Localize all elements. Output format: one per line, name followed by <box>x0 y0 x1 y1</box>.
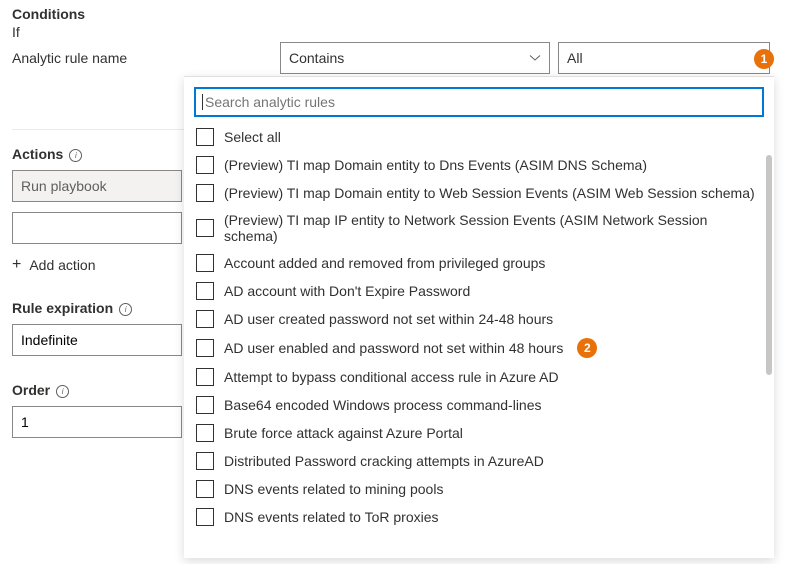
add-action-label: Add action <box>29 257 95 273</box>
expiration-input[interactable] <box>12 324 182 356</box>
list-item[interactable]: DNS events related to ToR proxies <box>184 503 774 531</box>
list-item-label: AD user created password not set within … <box>224 311 553 327</box>
info-icon[interactable]: i <box>69 149 82 162</box>
checkbox[interactable] <box>196 156 214 174</box>
rule-name-label: Analytic rule name <box>12 50 272 66</box>
list-item-label: Distributed Password cracking attempts i… <box>224 453 544 469</box>
list-item-label: (Preview) TI map IP entity to Network Se… <box>224 212 762 244</box>
checkbox[interactable] <box>196 219 214 237</box>
rules-dropdown-panel: Select all (Preview) TI map Domain entity… <box>184 76 774 558</box>
list-item-label: DNS events related to ToR proxies <box>224 509 439 525</box>
list-item[interactable]: Distributed Password cracking attempts i… <box>184 447 774 475</box>
scrollbar-thumb[interactable] <box>766 155 772 375</box>
checkbox[interactable] <box>196 424 214 442</box>
callout-marker-2: 2 <box>577 338 597 358</box>
list-item-label: Base64 encoded Windows process command-l… <box>224 397 542 413</box>
operator-select-value: Contains <box>289 50 344 66</box>
chevron-down-icon <box>529 52 541 64</box>
playbook-value-input[interactable] <box>12 212 182 244</box>
list-item[interactable]: AD user enabled and password not set wit… <box>184 333 774 363</box>
list-item[interactable]: AD user created password not set within … <box>184 305 774 333</box>
list-item-label: AD user enabled and password not set wit… <box>224 340 563 356</box>
list-item[interactable]: (Preview) TI map IP entity to Network Se… <box>184 207 774 249</box>
run-playbook-input[interactable] <box>12 170 182 202</box>
value-select[interactable]: All <box>558 42 770 74</box>
checkbox[interactable] <box>196 396 214 414</box>
list-item[interactable]: Brute force attack against Azure Portal <box>184 419 774 447</box>
checkbox[interactable] <box>196 184 214 202</box>
list-item[interactable]: Base64 encoded Windows process command-l… <box>184 391 774 419</box>
list-item[interactable]: (Preview) TI map Domain entity to Web Se… <box>184 179 774 207</box>
list-item[interactable]: Attempt to bypass conditional access rul… <box>184 363 774 391</box>
conditions-heading: Conditions <box>12 6 774 22</box>
callout-marker-1: 1 <box>754 49 774 69</box>
checkbox[interactable] <box>196 480 214 498</box>
list-item-label: Attempt to bypass conditional access rul… <box>224 369 559 385</box>
list-item[interactable]: Select all <box>184 123 774 151</box>
list-item[interactable]: DNS events related to mining pools <box>184 475 774 503</box>
list-item-label: Account added and removed from privilege… <box>224 255 545 271</box>
if-label: If <box>12 24 774 40</box>
rules-list: Select all (Preview) TI map Domain entity… <box>184 121 774 537</box>
list-item-label: Brute force attack against Azure Portal <box>224 425 463 441</box>
checkbox[interactable] <box>196 310 214 328</box>
list-item-label: AD account with Don't Expire Password <box>224 283 470 299</box>
checkbox[interactable] <box>196 254 214 272</box>
checkbox[interactable] <box>196 128 214 146</box>
info-icon[interactable]: i <box>119 303 132 316</box>
order-input[interactable] <box>12 406 182 438</box>
search-input[interactable] <box>205 94 756 110</box>
checkbox[interactable] <box>196 282 214 300</box>
list-item-label: (Preview) TI map Domain entity to Dns Ev… <box>224 157 647 173</box>
list-item-label: Select all <box>224 129 281 145</box>
list-item[interactable]: (Preview) TI map Domain entity to Dns Ev… <box>184 151 774 179</box>
value-select-value: All <box>567 50 583 66</box>
order-heading: Order <box>12 382 50 398</box>
checkbox[interactable] <box>196 508 214 526</box>
checkbox[interactable] <box>196 368 214 386</box>
list-item-label: DNS events related to mining pools <box>224 481 443 497</box>
list-item[interactable]: AD account with Don't Expire Password <box>184 277 774 305</box>
operator-select[interactable]: Contains <box>280 42 550 74</box>
checkbox[interactable] <box>196 452 214 470</box>
search-input-wrapper[interactable] <box>194 87 764 117</box>
actions-heading: Actions <box>12 146 63 162</box>
expiration-heading: Rule expiration <box>12 300 113 316</box>
checkbox[interactable] <box>196 339 214 357</box>
list-item-label: (Preview) TI map Domain entity to Web Se… <box>224 185 755 201</box>
list-item[interactable]: Account added and removed from privilege… <box>184 249 774 277</box>
text-caret <box>202 94 203 110</box>
info-icon[interactable]: i <box>56 385 69 398</box>
plus-icon: + <box>12 256 21 274</box>
